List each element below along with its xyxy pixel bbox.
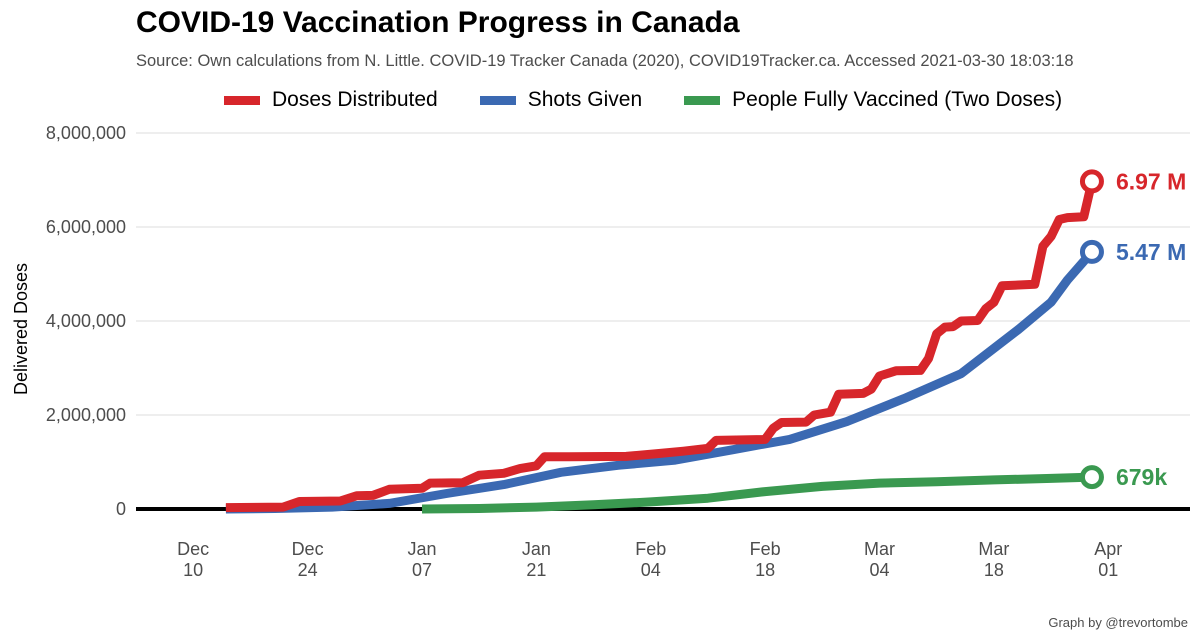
series-line-shots-given: [225, 248, 1096, 514]
y-tick-label: 8,000,000: [46, 123, 126, 143]
end-point-marker-fully-vaccinated: [1079, 465, 1104, 490]
end-value-label-shots-given: 5.47 M: [1116, 239, 1186, 265]
end-point-marker-shots-given: [1079, 239, 1104, 264]
x-tick-label-day: 01: [1098, 560, 1118, 580]
end-point-marker-doses-distributed: [1079, 169, 1104, 194]
x-tick-label-day: 18: [984, 560, 1004, 580]
y-tick-label: 4,000,000: [46, 311, 126, 331]
x-tick-label: Mar 18: [978, 539, 1009, 580]
y-axis-label: Delivered Doses: [11, 263, 31, 395]
end-value-label-doses-distributed: 6.97 M: [1116, 168, 1186, 194]
x-tick-label-month: Jan: [407, 539, 436, 559]
x-tick-label-month: Feb: [750, 539, 781, 559]
x-tick-label-day: 04: [870, 560, 890, 580]
graph-credit: Graph by @trevortombe: [1048, 615, 1188, 630]
x-tick-label-day: 21: [526, 560, 546, 580]
x-tick-label-day: 07: [412, 560, 432, 580]
x-tick-label-month: Dec: [177, 539, 209, 559]
chart-subtitle: Source: Own calculations from N. Little.…: [136, 52, 1074, 70]
x-tick-label-day: 04: [641, 560, 661, 580]
x-tick-label-month: Mar: [978, 539, 1009, 559]
x-tick-label: Jan 07: [407, 539, 436, 580]
y-tick-label: 6,000,000: [46, 217, 126, 237]
legend-label-fully-vaccinated: People Fully Vaccined (Two Doses): [732, 88, 1063, 111]
x-tick-label: Feb 18: [750, 539, 781, 580]
x-tick-label-day: 18: [755, 560, 775, 580]
legend-swatch-fully-vaccinated: [684, 95, 721, 105]
series-line-doses-distributed: [225, 180, 1097, 513]
legend-label-doses-distributed: Doses Distributed: [272, 88, 438, 111]
y-tick-label: 0: [116, 499, 126, 519]
legend-item-fully-vaccinated: People Fully Vaccined (Two Doses): [684, 88, 1062, 112]
x-tick-label: Dec 10: [177, 539, 209, 580]
chart-legend: Doses Distributed Shots Given People Ful…: [224, 88, 1104, 112]
x-tick-label-month: Apr: [1094, 539, 1122, 559]
legend-label-shots-given: Shots Given: [527, 88, 643, 111]
x-tick-label-month: Mar: [864, 539, 895, 559]
x-tick-label: Apr 01: [1094, 539, 1122, 580]
x-tick-label: Feb 04: [635, 539, 666, 580]
x-tick-label-day: 10: [183, 560, 203, 580]
x-tick-label-day: 24: [298, 560, 318, 580]
end-value-label-fully-vaccinated: 679k: [1116, 464, 1167, 490]
legend-swatch-shots-given: [479, 95, 516, 105]
legend-item-doses-distributed: Doses Distributed: [224, 88, 438, 112]
y-tick-label: 2,000,000: [46, 405, 126, 425]
x-tick-label: Dec 24: [292, 539, 324, 580]
x-tick-label: Mar 04: [864, 539, 895, 580]
x-tick-label-month: Feb: [635, 539, 666, 559]
x-tick-label: Jan 21: [522, 539, 551, 580]
chart-title: COVID-19 Vaccination Progress in Canada: [136, 6, 740, 39]
x-tick-label-month: Dec: [292, 539, 324, 559]
legend-item-shots-given: Shots Given: [479, 88, 643, 112]
legend-swatch-doses-distributed: [224, 95, 260, 105]
series-line-fully-vaccinated: [421, 472, 1093, 514]
x-tick-label-month: Jan: [522, 539, 551, 559]
